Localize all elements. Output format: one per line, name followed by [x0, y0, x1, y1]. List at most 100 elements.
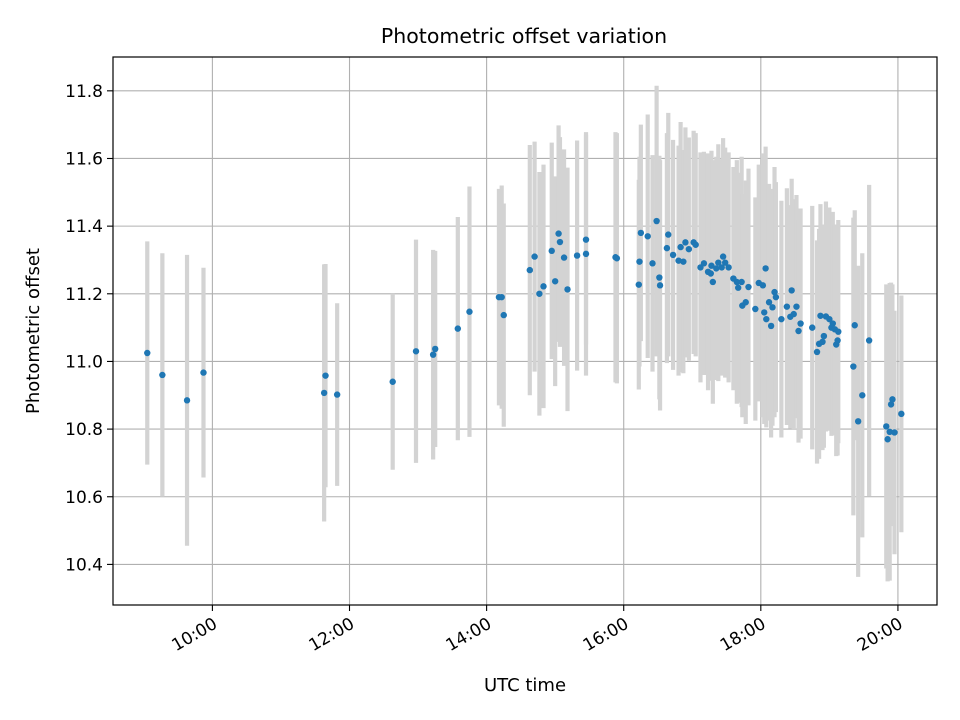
data-point [454, 325, 462, 332]
data-point [715, 259, 722, 266]
data-point [819, 338, 826, 346]
data-point [322, 372, 329, 379]
y-tick-label: 11.8 [65, 82, 103, 102]
data-point [159, 371, 166, 379]
data-point [200, 369, 207, 376]
data-point [649, 260, 656, 267]
y-tick-label: 11.0 [65, 352, 103, 372]
data-point [767, 322, 775, 330]
data-point [677, 243, 684, 251]
data-point [144, 349, 151, 357]
data-point [637, 229, 645, 237]
data-point [707, 270, 714, 277]
data-point [783, 303, 791, 310]
data-point [790, 310, 797, 318]
data-point [742, 299, 749, 306]
y-tick-label: 11.6 [65, 149, 103, 169]
data-point [680, 258, 687, 265]
data-point [635, 281, 642, 288]
chart-title: Photometric offset variation [381, 24, 667, 48]
plot-frame [112, 56, 938, 606]
y-tick-label: 10.6 [65, 488, 103, 508]
data-point [431, 345, 439, 353]
data-point [761, 309, 768, 316]
data-point [788, 287, 795, 294]
data-point [745, 283, 752, 291]
data-point [644, 233, 651, 240]
data-point [573, 252, 581, 259]
data-point [613, 255, 621, 262]
y-tick-label: 11.4 [65, 217, 103, 237]
data-point [682, 239, 689, 246]
x-axis-label: UTC time [484, 675, 566, 696]
data-point [859, 392, 866, 399]
data-point [752, 305, 759, 313]
data-point [765, 299, 773, 306]
data-point [826, 315, 833, 323]
data-point [763, 315, 770, 323]
data-point [540, 283, 547, 290]
data-point [738, 278, 745, 286]
data-point [656, 274, 663, 281]
data-point [183, 397, 191, 404]
data-point [809, 324, 816, 331]
data-point [708, 262, 715, 269]
data-point [854, 418, 862, 425]
data-point [886, 428, 893, 436]
data-point [820, 332, 828, 340]
data-point [526, 266, 533, 274]
data-point [582, 236, 590, 243]
data-point [884, 436, 891, 443]
y-tick-label: 10.8 [65, 420, 103, 440]
data-point [653, 217, 660, 225]
y-tick-label: 11.2 [65, 285, 103, 305]
data-point [333, 391, 341, 398]
data-point [850, 363, 857, 370]
data-point [564, 286, 571, 293]
data-point [582, 250, 590, 258]
data-point [692, 241, 699, 248]
data-point [675, 257, 682, 264]
data-point [771, 288, 778, 296]
data-point [500, 311, 507, 319]
data-point [663, 244, 671, 252]
data-point [636, 258, 643, 265]
data-point [556, 238, 564, 246]
data-point [835, 328, 842, 335]
data-point [851, 322, 858, 329]
data-point [555, 230, 562, 237]
data-point [793, 303, 800, 310]
data-point [713, 265, 720, 272]
data-point [733, 278, 741, 286]
point-layer [144, 217, 905, 443]
data-point [887, 401, 895, 408]
data-point [429, 351, 437, 358]
data-point [813, 348, 821, 356]
data-point [412, 348, 420, 355]
data-point [719, 253, 727, 260]
data-point [889, 396, 896, 403]
data-point [389, 378, 396, 385]
data-point [759, 282, 767, 289]
data-point [656, 282, 664, 289]
data-point [548, 247, 555, 255]
data-point [898, 410, 905, 418]
y-axis-label: Photometric offset [23, 248, 44, 414]
data-point [834, 337, 841, 344]
data-point [829, 320, 837, 327]
data-point [778, 315, 785, 323]
data-point [795, 327, 802, 335]
data-point [797, 320, 804, 327]
data-point [320, 389, 328, 397]
data-point [772, 293, 780, 301]
data-point [560, 254, 568, 261]
data-point [669, 251, 677, 259]
data-point [734, 284, 742, 291]
data-point [536, 290, 543, 297]
data-point [865, 337, 873, 344]
data-point [721, 259, 729, 266]
y-axis: 10.4 10.6 10.8 11.0 11.2 11.4 11.6 11.8 [65, 82, 113, 575]
data-point [685, 245, 693, 253]
data-point [891, 429, 898, 436]
data-point [466, 308, 473, 315]
